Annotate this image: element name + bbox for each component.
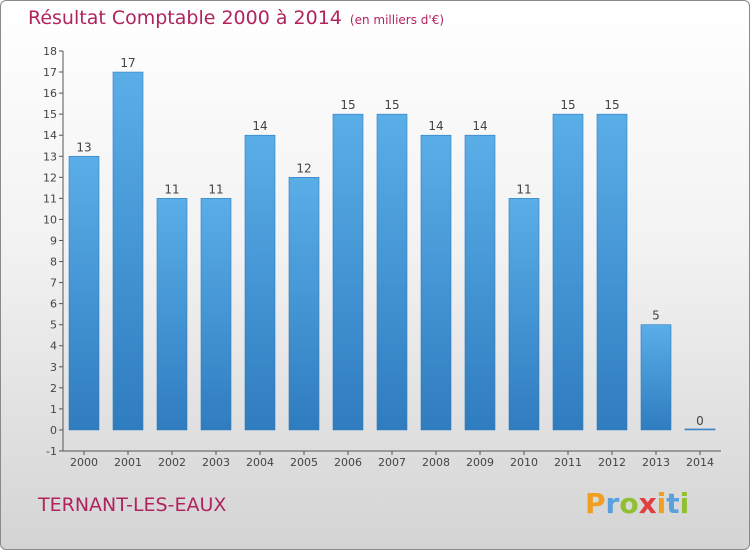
proxiti-logo: Proxiti bbox=[585, 487, 689, 520]
x-tick-label: 2008 bbox=[422, 456, 450, 469]
x-tick-label: 2012 bbox=[598, 456, 626, 469]
y-tick-label: 9 bbox=[50, 234, 57, 247]
x-tick-label: 2005 bbox=[290, 456, 318, 469]
bar-2013 bbox=[640, 324, 672, 431]
y-tick-label: 12 bbox=[43, 171, 57, 184]
value-label-2002: 11 bbox=[164, 182, 179, 196]
value-label-2006: 15 bbox=[340, 98, 355, 112]
bar-2008 bbox=[420, 134, 452, 431]
value-label-2007: 15 bbox=[384, 98, 399, 112]
y-tick-label: 1 bbox=[50, 403, 57, 416]
y-tick-label: 7 bbox=[50, 277, 57, 290]
y-tick-label: 6 bbox=[50, 298, 57, 311]
x-tick-label: 2004 bbox=[246, 456, 274, 469]
x-tick-label: 2003 bbox=[202, 456, 230, 469]
y-tick-label: 13 bbox=[43, 150, 57, 163]
x-tick-label: 2001 bbox=[114, 456, 142, 469]
y-tick-label: -1 bbox=[46, 445, 57, 458]
chart-title: Résultat Comptable 2000 à 2014 (en millie… bbox=[28, 7, 444, 29]
value-label-2001: 17 bbox=[120, 56, 135, 70]
x-tick-label: 2010 bbox=[510, 456, 538, 469]
bar-2007 bbox=[376, 113, 408, 431]
value-label-2008: 14 bbox=[428, 119, 443, 133]
value-label-2010: 11 bbox=[516, 182, 531, 196]
bar-2012 bbox=[596, 113, 628, 431]
y-tick-label: 18 bbox=[43, 45, 57, 58]
x-tick-label: 2002 bbox=[158, 456, 186, 469]
x-tick-label: 2000 bbox=[70, 456, 98, 469]
value-label-2012: 15 bbox=[604, 98, 619, 112]
value-label-2000: 13 bbox=[76, 140, 91, 154]
bar-2010 bbox=[508, 198, 540, 431]
value-label-2003: 11 bbox=[208, 182, 223, 196]
bar-2001 bbox=[112, 71, 144, 431]
x-tick-label: 2014 bbox=[686, 456, 714, 469]
y-tick-label: 10 bbox=[43, 213, 57, 226]
x-tick-label: 2009 bbox=[466, 456, 494, 469]
y-tick-label: 8 bbox=[50, 256, 57, 269]
commune-name: TERNANT-LES-EAUX bbox=[38, 494, 227, 516]
bar-2014 bbox=[684, 428, 716, 431]
bar-2011 bbox=[552, 113, 584, 431]
bar-2003 bbox=[200, 198, 232, 431]
chart-title-text: Résultat Comptable 2000 à 2014 bbox=[28, 7, 342, 29]
bar-2005 bbox=[288, 177, 320, 431]
y-tick-label: 17 bbox=[43, 66, 57, 79]
bar-2006 bbox=[332, 113, 364, 431]
y-tick-label: 0 bbox=[50, 424, 57, 437]
bar-2009 bbox=[464, 134, 496, 431]
value-label-2005: 12 bbox=[296, 161, 311, 175]
y-tick-label: 4 bbox=[50, 340, 57, 353]
chart-subtitle: (en milliers d'€) bbox=[349, 13, 445, 27]
bar-2002 bbox=[156, 198, 188, 431]
logo-letter: o bbox=[619, 487, 639, 520]
y-tick-label: 5 bbox=[50, 319, 57, 332]
y-tick-label: 16 bbox=[43, 87, 57, 100]
value-label-2013: 5 bbox=[652, 309, 660, 323]
logo-letter: P bbox=[585, 487, 606, 520]
x-tick-label: 2006 bbox=[334, 456, 362, 469]
logo-letter: x bbox=[638, 487, 657, 520]
y-tick-label: 14 bbox=[43, 129, 57, 142]
value-label-2014: 0 bbox=[696, 414, 704, 428]
logo-letter: r bbox=[605, 487, 620, 520]
value-label-2009: 14 bbox=[472, 119, 487, 133]
logo-letter: t bbox=[666, 487, 680, 520]
value-label-2004: 14 bbox=[252, 119, 267, 133]
x-tick-label: 2013 bbox=[642, 456, 670, 469]
x-tick-label: 2007 bbox=[378, 456, 406, 469]
y-tick-label: 3 bbox=[50, 361, 57, 374]
value-label-2011: 15 bbox=[560, 98, 575, 112]
bar-2004 bbox=[244, 134, 276, 431]
y-tick-label: 2 bbox=[50, 382, 57, 395]
logo-letter: i bbox=[679, 487, 690, 520]
y-tick-label: 11 bbox=[43, 192, 57, 205]
x-tick-label: 2011 bbox=[554, 456, 582, 469]
bar-2000 bbox=[68, 155, 100, 431]
y-tick-label: 15 bbox=[43, 108, 57, 121]
logo-letter: i bbox=[656, 487, 667, 520]
